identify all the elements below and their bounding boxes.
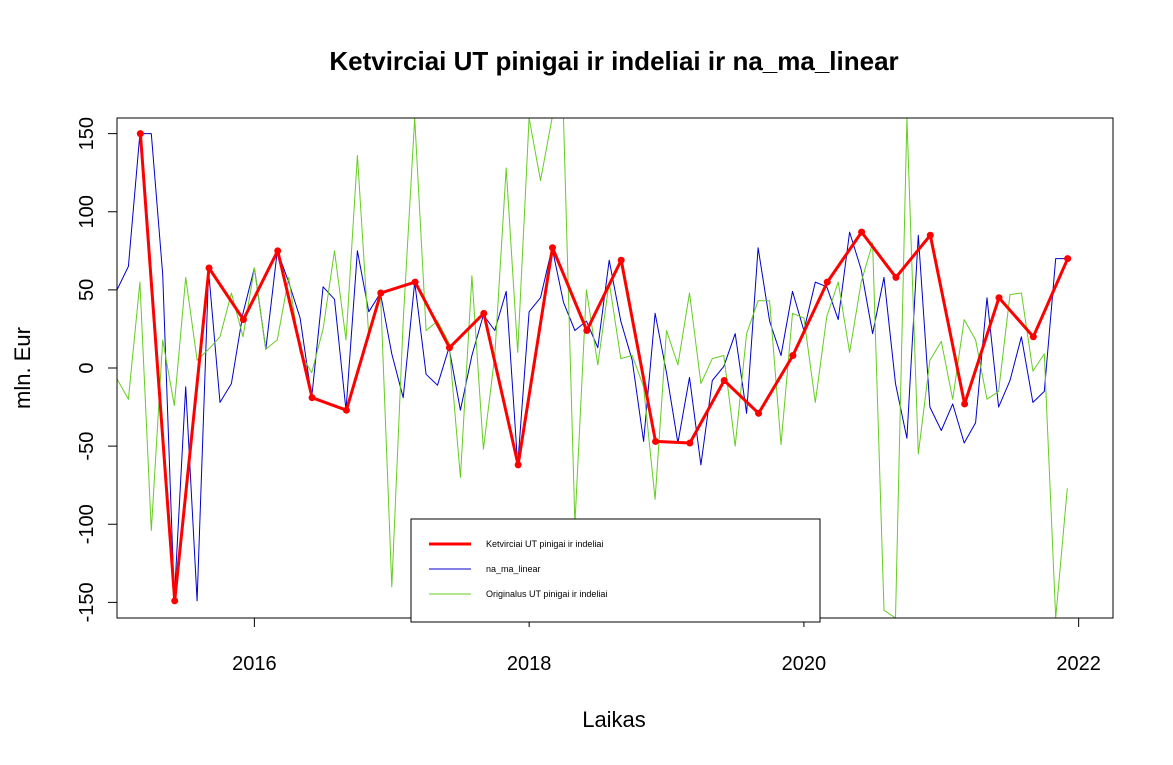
x-axis-label: Laikas xyxy=(582,707,646,732)
series-quarterly-point xyxy=(720,377,728,384)
y-axis-label: mln. Eur xyxy=(10,327,35,409)
legend-label: Ketvirciai UT pinigai ir indeliai xyxy=(486,539,603,549)
x-axis: 2016 2018 2020 2022 xyxy=(232,617,1101,675)
series-quarterly-point xyxy=(652,437,660,445)
series-quarterly-point xyxy=(995,294,1003,302)
chart-title: Ketvirciai UT pinigai ir indeliai ir na_… xyxy=(329,46,898,76)
series-quarterly-point xyxy=(686,439,694,447)
series-quarterly-point xyxy=(205,264,213,272)
y-tick-label: -100 xyxy=(76,504,98,544)
legend: Ketvirciai UT pinigai ir indeliai na_ma_l… xyxy=(410,518,821,623)
series-quarterly-point xyxy=(823,278,831,286)
series-quarterly-point xyxy=(239,316,247,324)
y-axis: -150 -100 -50 0 50 100 150 xyxy=(76,117,117,622)
series-quarterly-point xyxy=(892,273,900,281)
y-tick-label: 150 xyxy=(76,117,98,150)
series-quarterly-point xyxy=(858,228,866,236)
series-quarterly-point xyxy=(274,247,282,255)
x-tick-label: 2022 xyxy=(1056,653,1101,675)
series-quarterly-point xyxy=(1064,255,1072,263)
series-quarterly-point xyxy=(308,394,316,402)
series-quarterly-point xyxy=(961,400,969,408)
series-quarterly-point xyxy=(445,344,453,352)
series-quarterly-line xyxy=(138,133,1070,603)
series-quarterly-point xyxy=(171,597,179,605)
y-tick-label: 50 xyxy=(76,279,98,301)
x-tick-label: 2018 xyxy=(507,653,552,675)
series-na-ma-linear-line xyxy=(117,133,1068,602)
series-quarterly-point xyxy=(377,289,385,297)
series-quarterly-point xyxy=(755,409,763,417)
series-quarterly-point xyxy=(789,352,797,359)
series-quarterly-point xyxy=(342,406,350,414)
x-tick-label: 2020 xyxy=(782,653,827,675)
x-tick-label: 2016 xyxy=(232,653,277,675)
y-tick-label: -150 xyxy=(76,582,98,622)
series-quarterly-point xyxy=(136,130,144,138)
series-original-line xyxy=(117,118,1068,618)
plot-area xyxy=(117,118,1072,618)
series-quarterly-point xyxy=(926,231,934,239)
series-quarterly-point xyxy=(514,461,522,469)
y-tick-label: 0 xyxy=(76,362,98,373)
legend-label: na_ma_linear xyxy=(486,564,541,574)
series-quarterly-point xyxy=(548,244,556,252)
y-tick-label: -50 xyxy=(76,432,98,461)
legend-label: Originalus UT pinigai ir indeliai xyxy=(486,589,607,599)
y-tick-label: 100 xyxy=(76,195,98,228)
series-quarterly-point xyxy=(480,309,488,317)
series-quarterly-point xyxy=(411,278,419,286)
series-quarterly-point xyxy=(1029,333,1037,341)
legend-box xyxy=(410,518,821,623)
series-quarterly-point xyxy=(617,256,625,264)
series-quarterly-point xyxy=(583,327,591,334)
